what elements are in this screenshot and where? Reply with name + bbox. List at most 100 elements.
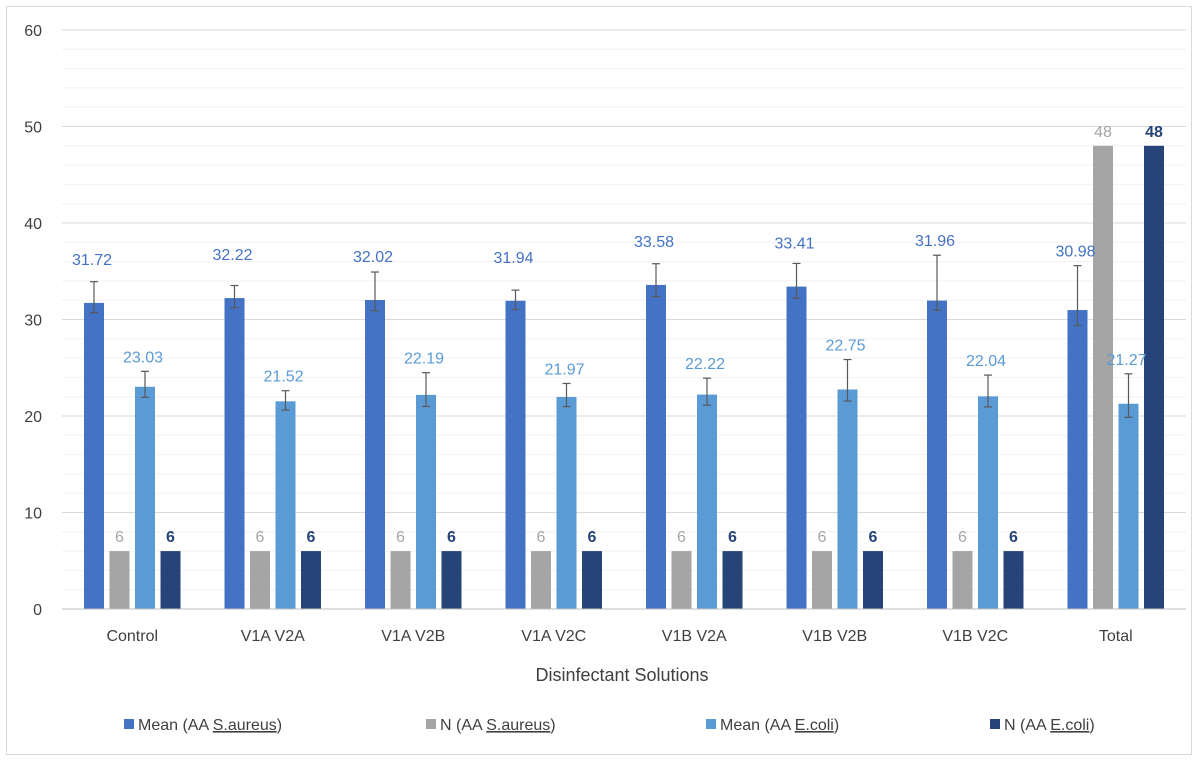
y-tick-label: 50: [24, 120, 42, 137]
chart-frame: [6, 6, 1192, 755]
bar: [109, 551, 130, 609]
y-axis-tick-labels: 0 10 20 30 40 50 60: [24, 23, 42, 619]
bar: [863, 551, 883, 609]
bar: [812, 551, 832, 609]
legend-swatch: [426, 719, 436, 729]
data-label: 31.94: [493, 250, 533, 267]
legend-item: N (AA S.aureus): [426, 717, 556, 734]
bar: [250, 551, 270, 609]
data-label: 33.41: [774, 236, 814, 253]
x-tick-label: V1A V2B: [381, 628, 445, 645]
y-tick-label: 40: [24, 216, 42, 233]
data-label: 6: [256, 529, 265, 546]
legend-label-organism: S.aureus: [213, 717, 277, 734]
data-label: 30.98: [1055, 244, 1095, 261]
data-label: 6: [958, 529, 967, 546]
bar: [84, 302, 104, 609]
bar: [1144, 145, 1164, 610]
data-label: 6: [818, 529, 827, 546]
bar: [160, 551, 181, 609]
legend-label-organism: S.aureus: [486, 717, 550, 734]
legend: Mean (AA S.aureus) N (AA S.aureus) Mean (A…: [124, 717, 1095, 734]
data-label: 22.75: [825, 338, 865, 355]
data-label: 6: [537, 529, 546, 546]
bar: [1067, 310, 1088, 609]
bar: [275, 401, 296, 609]
legend-label-suffix: ): [1089, 717, 1094, 734]
bar: [556, 396, 577, 609]
legend-label-prefix: N (AA: [440, 717, 486, 734]
bar: [786, 286, 807, 609]
y-tick-label: 10: [24, 506, 42, 523]
x-tick-label: V1A V2C: [521, 628, 586, 645]
data-label: 32.22: [212, 247, 252, 264]
legend-label-prefix: Mean (AA: [720, 717, 795, 734]
data-label: 6: [166, 529, 175, 546]
bar: [837, 389, 858, 609]
bar: [531, 551, 551, 609]
legend-label-organism: E.coli: [795, 717, 834, 734]
legend-label-suffix: ): [550, 717, 555, 734]
data-label: 22.19: [404, 351, 444, 368]
data-label: 6: [447, 529, 456, 546]
bar: [927, 300, 947, 609]
data-label: 22.22: [685, 356, 725, 373]
bar: [441, 551, 462, 609]
data-label: 6: [307, 529, 316, 546]
data-label: 6: [728, 529, 737, 546]
data-labels: 31.72 6 23.03 6 32.22 6 21.52 6 32.02 6 22.19 6 31.9…: [72, 124, 1163, 546]
data-label: 21.52: [263, 369, 303, 386]
data-label: 23.03: [123, 349, 163, 366]
legend-swatch: [990, 719, 1000, 729]
data-label: 6: [396, 529, 405, 546]
data-label: 31.96: [915, 233, 955, 250]
legend-label: Mean (AA S.aureus): [138, 717, 282, 734]
x-tick-label: Control: [106, 628, 158, 645]
bar: [505, 300, 526, 609]
legend-label-prefix: N (AA: [1004, 717, 1050, 734]
x-tick-label: Total: [1099, 628, 1133, 645]
bar: [1118, 403, 1139, 609]
bar: [1003, 551, 1024, 609]
data-label: 6: [677, 529, 686, 546]
x-tick-label: V1A V2A: [241, 628, 305, 645]
data-label: 22.04: [966, 353, 1006, 370]
data-label: 33.58: [634, 234, 674, 251]
bar: [416, 394, 436, 609]
gridlines: [62, 29, 1186, 591]
data-label: 32.02: [353, 249, 393, 266]
legend-swatch: [706, 719, 716, 729]
y-tick-label: 60: [24, 23, 42, 40]
y-tick-label: 30: [24, 313, 42, 330]
bar: [301, 551, 321, 609]
x-axis-tick-labels: Control V1A V2A V1A V2B V1A V2C V1B V2A V1B V…: [106, 628, 1132, 645]
bars: [84, 145, 1164, 610]
bar: [365, 300, 385, 609]
data-label: 48: [1145, 124, 1163, 141]
data-label: 21.97: [544, 361, 584, 378]
bar: [952, 551, 973, 609]
legend-label: Mean (AA E.coli): [720, 717, 839, 734]
data-label: 6: [588, 529, 597, 546]
data-label: 21.27: [1106, 352, 1146, 369]
data-label: 6: [115, 529, 124, 546]
y-tick-label: 20: [24, 409, 42, 426]
bar: [135, 386, 155, 609]
bar: [390, 551, 411, 609]
legend-label-prefix: Mean (AA: [138, 717, 213, 734]
bar: [697, 394, 717, 609]
error-bars: [90, 254, 1133, 418]
y-tick-label: 0: [33, 602, 42, 619]
bar: [582, 551, 602, 609]
legend-label: N (AA E.coli): [1004, 717, 1095, 734]
bar: [978, 396, 998, 609]
data-label: 31.72: [72, 252, 112, 269]
legend-label-suffix: ): [277, 717, 282, 734]
legend-item: Mean (AA E.coli): [706, 717, 839, 734]
x-tick-label: V1B V2B: [802, 628, 867, 645]
legend-label: N (AA S.aureus): [440, 717, 556, 734]
legend-label-suffix: ): [834, 717, 839, 734]
legend-label-organism: E.coli: [1050, 717, 1089, 734]
legend-swatch: [124, 719, 134, 729]
